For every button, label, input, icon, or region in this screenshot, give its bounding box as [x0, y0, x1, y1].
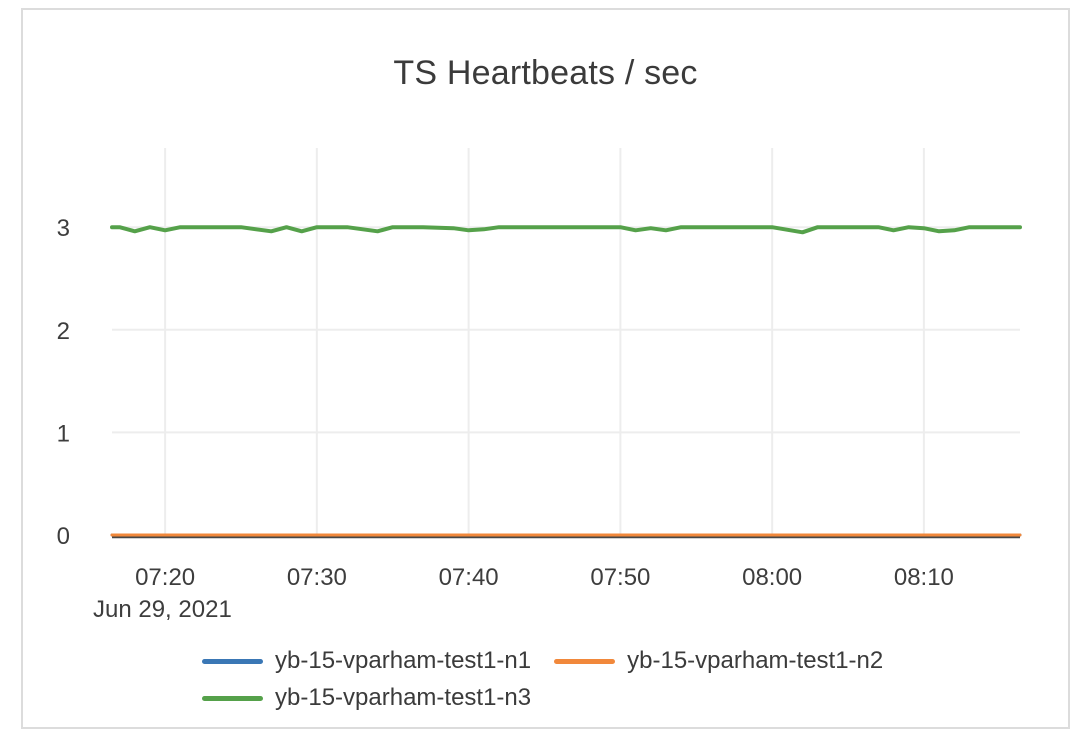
- legend-line-swatch-icon: [554, 658, 616, 664]
- y-tick-label: 0: [57, 523, 70, 550]
- legend-item-yb-15-vparham-test1-n3[interactable]: yb-15-vparham-test1-n3: [202, 686, 531, 710]
- x-tick-label: 07:50: [590, 564, 650, 591]
- x-tick-label: 08:00: [742, 564, 802, 591]
- legend-label: yb-15-vparham-test1-n3: [275, 684, 532, 711]
- legend-item-yb-15-vparham-test1-n1[interactable]: yb-15-vparham-test1-n1: [202, 649, 531, 673]
- series-line-yb-15-vparham-test1-n3: [110, 225, 1022, 235]
- legend-line-swatch-icon: [202, 695, 263, 701]
- chart-card: TS Heartbeats / sec: [21, 8, 1070, 729]
- chart-title: TS Heartbeats / sec: [393, 54, 698, 92]
- x-tick-label: 07:20: [135, 564, 195, 591]
- y-tick-label: 1: [57, 420, 70, 447]
- y-tick-label: 3: [57, 215, 70, 242]
- legend-label: yb-15-vparham-test1-n1: [275, 647, 532, 674]
- x-tick-label: 07:30: [287, 564, 347, 591]
- x-tick-label: 07:40: [439, 564, 499, 591]
- x-tick-label: 08:10: [894, 564, 954, 591]
- chart-legend: yb-15-vparham-test1-n1 yb-15-vparham-test…: [202, 649, 972, 710]
- y-tick-label: 2: [57, 318, 70, 345]
- legend-line-swatch-icon: [202, 658, 263, 664]
- legend-label: yb-15-vparham-test1-n2: [627, 647, 884, 674]
- legend-item-yb-15-vparham-test1-n2[interactable]: yb-15-vparham-test1-n2: [554, 649, 883, 673]
- x-axis-date-label: Jun 29, 2021: [93, 596, 232, 623]
